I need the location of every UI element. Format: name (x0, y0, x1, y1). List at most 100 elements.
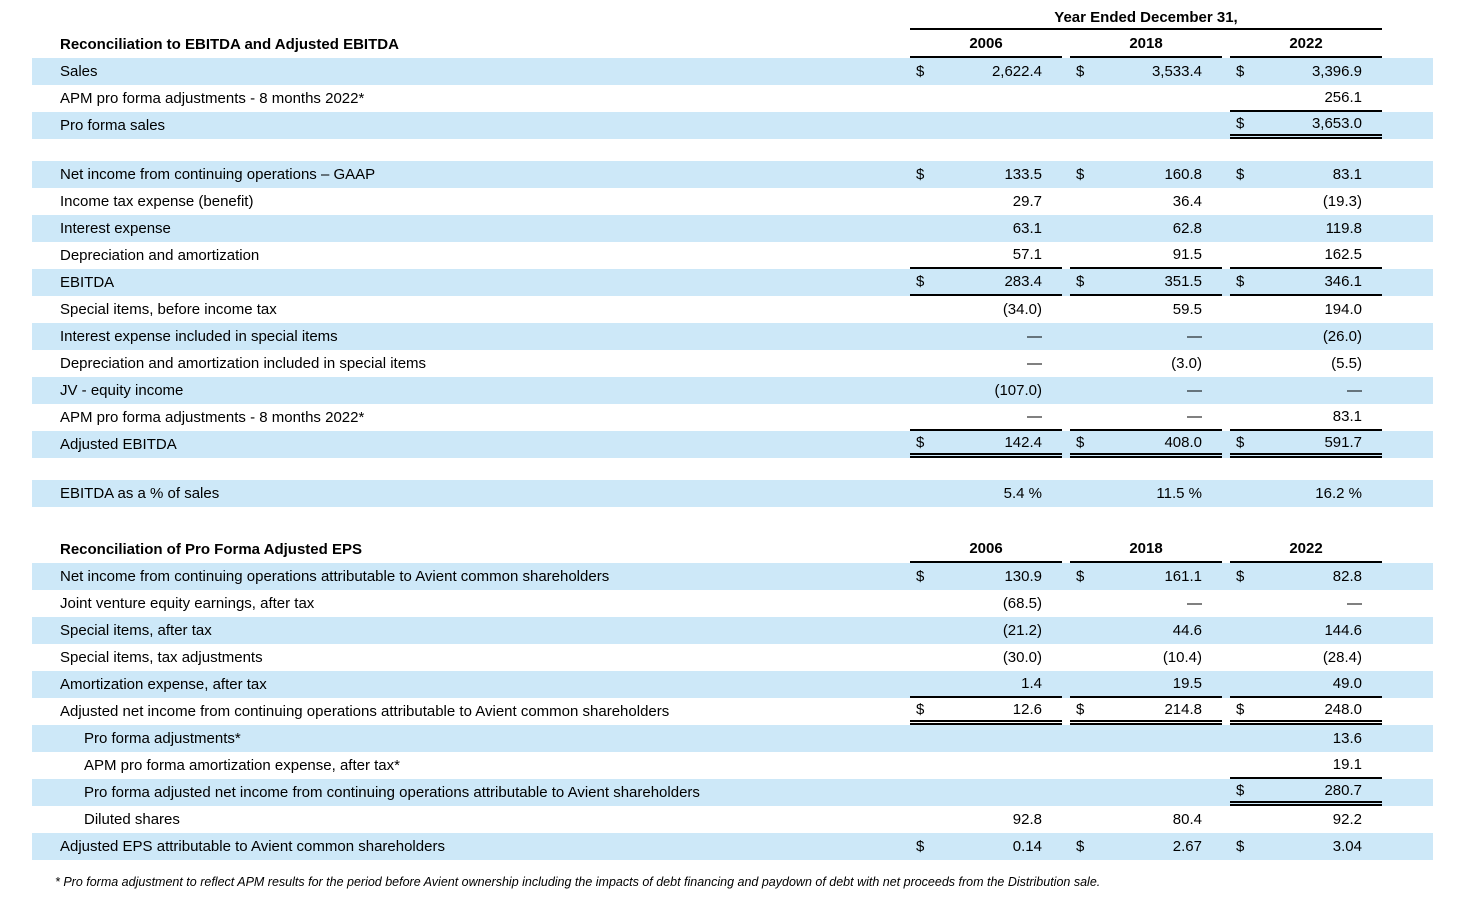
value-cell: — (1230, 590, 1382, 617)
value-text: (34.0) (1002, 301, 1042, 318)
value-cell: — (1070, 323, 1222, 350)
value-cell: 57.1 (910, 242, 1062, 269)
value-text: 63.1 (1012, 220, 1042, 237)
value-text: 346.1 (1324, 273, 1362, 290)
value-text: 12.6 (1012, 700, 1042, 718)
value-cell: $280.7 (1230, 779, 1382, 806)
year-header-2022: 2022 (1230, 535, 1382, 563)
value-cell: — (910, 323, 1062, 350)
value-text: — (1187, 328, 1202, 345)
value-text: 62.8 (1172, 220, 1202, 237)
section-title: Reconciliation of Pro Forma Adjusted EPS (60, 540, 362, 558)
dollar-sign: $ (1236, 433, 1245, 451)
value-text: 5.4 % (1003, 485, 1042, 502)
value-cell: $3,396.9 (1230, 58, 1382, 85)
year-header-2018: 2018 (1070, 30, 1222, 58)
dollar-sign: $ (1236, 838, 1245, 855)
row-tail (1390, 58, 1433, 85)
value-text: — (1027, 355, 1042, 372)
value-text: 11.5 % (1156, 485, 1202, 502)
row-tail (1390, 725, 1433, 752)
value-cell: $351.5 (1070, 269, 1222, 296)
column-headers-row: Reconciliation of Pro Forma Adjusted EPS… (32, 535, 1433, 563)
value-text: 160.8 (1164, 166, 1202, 183)
value-text: 13.6 (1332, 730, 1362, 747)
value-cell: $3,533.4 (1070, 58, 1222, 85)
value-cell: 59.5 (1070, 296, 1222, 323)
value-cell: — (1070, 377, 1222, 404)
value-cell: 19.5 (1070, 671, 1222, 698)
footnote-text: * Pro forma adjustment to reflect APM re… (55, 875, 1101, 889)
row-label: Amortization expense, after tax (60, 676, 267, 693)
table-row: Joint venture equity earnings, after tax… (32, 590, 1433, 617)
value-cell: 83.1 (1230, 404, 1382, 431)
row-tail (1390, 644, 1433, 671)
value-text: 133.5 (1004, 166, 1042, 183)
value-text: — (1187, 408, 1202, 425)
value-cell (1070, 752, 1222, 779)
value-cell (1070, 85, 1222, 112)
value-text: — (1347, 382, 1362, 399)
row-label: Joint venture equity earnings, after tax (60, 595, 315, 612)
value-text: (26.0) (1322, 328, 1362, 345)
row-tail (1390, 269, 1433, 296)
value-text: 214.8 (1164, 700, 1202, 718)
value-text: — (1347, 595, 1362, 612)
value-cell: 19.1 (1230, 752, 1382, 779)
value-cell: (68.5) (910, 590, 1062, 617)
dollar-sign: $ (1076, 166, 1085, 183)
value-text: 142.4 (1004, 433, 1042, 451)
table-row: Pro forma adjusted net income from conti… (32, 779, 1433, 806)
row-tail (1390, 2, 1433, 30)
value-cell: $2.67 (1070, 833, 1222, 860)
table-row: JV - equity income (107.0) — — (32, 377, 1433, 404)
row-label: Pro forma adjustments* (84, 730, 241, 747)
row-label: APM pro forma amortization expense, afte… (84, 757, 400, 774)
year-header-2022: 2022 (1230, 30, 1382, 58)
row-label: Special items, tax adjustments (60, 649, 263, 666)
value-text: 351.5 (1164, 273, 1202, 290)
year-header-2018: 2018 (1070, 535, 1222, 563)
value-cell: $3,653.0 (1230, 112, 1382, 139)
value-text: 591.7 (1324, 433, 1362, 451)
value-cell: 144.6 (1230, 617, 1382, 644)
value-cell: 16.2 % (1230, 480, 1382, 507)
value-cell: — (1070, 590, 1222, 617)
section-title: Reconciliation to EBITDA and Adjusted EB… (60, 35, 399, 53)
value-cell: (21.2) (910, 617, 1062, 644)
value-cell (910, 725, 1062, 752)
year-ended-label: Year Ended December 31, (910, 2, 1382, 30)
value-text: 130.9 (1004, 568, 1042, 585)
value-cell: (3.0) (1070, 350, 1222, 377)
value-cell (1070, 112, 1222, 139)
value-cell: (5.5) (1230, 350, 1382, 377)
value-text: 283.4 (1004, 273, 1042, 290)
value-text: (10.4) (1162, 649, 1202, 666)
value-cell: 49.0 (1230, 671, 1382, 698)
row-label: Special items, before income tax (60, 301, 277, 318)
dollar-sign: $ (1236, 166, 1245, 183)
row-tail (1390, 698, 1433, 725)
table-row: APM pro forma adjustments - 8 months 202… (32, 85, 1433, 112)
value-text: (107.0) (994, 382, 1042, 399)
row-label: Net income from continuing operations – … (60, 166, 376, 183)
value-text: 49.0 (1332, 675, 1362, 692)
value-text: 161.1 (1164, 568, 1202, 585)
value-text: (30.0) (1002, 649, 1042, 666)
row-tail (1390, 563, 1433, 590)
row-tail (1390, 215, 1433, 242)
value-cell (910, 752, 1062, 779)
section-gap (32, 139, 1433, 161)
dollar-sign: $ (1236, 273, 1245, 290)
value-cell: — (910, 350, 1062, 377)
row-tail (1390, 85, 1433, 112)
dollar-sign: $ (916, 166, 925, 183)
dollar-sign: $ (1236, 63, 1245, 80)
value-cell: 119.8 (1230, 215, 1382, 242)
value-text: 144.6 (1324, 622, 1362, 639)
value-text: 3,396.9 (1311, 63, 1362, 80)
dollar-sign: $ (1076, 568, 1085, 585)
value-cell: (26.0) (1230, 323, 1382, 350)
value-text: 83.1 (1332, 166, 1362, 183)
row-tail (1390, 752, 1433, 779)
